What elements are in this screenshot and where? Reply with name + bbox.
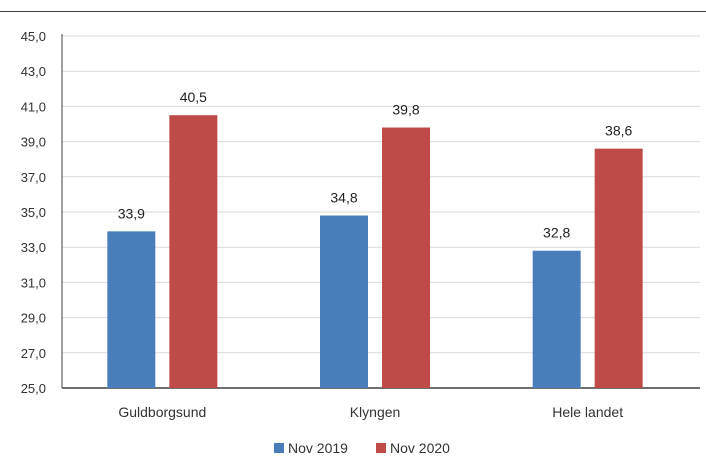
y-tick-label: 29,0 — [21, 311, 46, 326]
legend-swatch — [376, 443, 386, 453]
y-tick-label: 41,0 — [21, 99, 46, 114]
x-tick-label: Guldborgsund — [118, 404, 206, 420]
bar-nov-2020 — [382, 127, 430, 389]
y-tick-label: 39,0 — [21, 135, 46, 150]
bar-nov-2019 — [532, 250, 581, 388]
legend-swatch — [274, 443, 284, 453]
y-tick-label: 35,0 — [21, 205, 46, 220]
bar-nov-2019 — [107, 231, 156, 388]
data-label: 38,6 — [605, 123, 632, 139]
bar-nov-2019 — [320, 215, 368, 388]
data-label: 39,8 — [392, 102, 419, 118]
data-label: 34,8 — [330, 190, 357, 206]
data-label: 33,9 — [118, 205, 145, 221]
x-tick-label: Klyngen — [350, 404, 401, 420]
bar-nov-2020 — [169, 115, 218, 388]
x-tick-label: Hele landet — [552, 404, 623, 420]
y-tick-label: 43,0 — [21, 64, 46, 79]
legend-label: Nov 2020 — [390, 440, 450, 456]
y-tick-label: 45,0 — [21, 29, 46, 44]
y-tick-label: 31,0 — [21, 275, 46, 290]
top-border-line — [0, 11, 706, 12]
bar-nov-2020 — [594, 148, 643, 388]
y-tick-label: 25,0 — [21, 381, 46, 396]
legend-label: Nov 2019 — [288, 440, 348, 456]
data-label: 40,5 — [180, 89, 207, 105]
data-label: 32,8 — [543, 225, 570, 241]
y-tick-label: 33,0 — [21, 240, 46, 255]
y-tick-label: 27,0 — [21, 346, 46, 361]
y-tick-label: 37,0 — [21, 170, 46, 185]
